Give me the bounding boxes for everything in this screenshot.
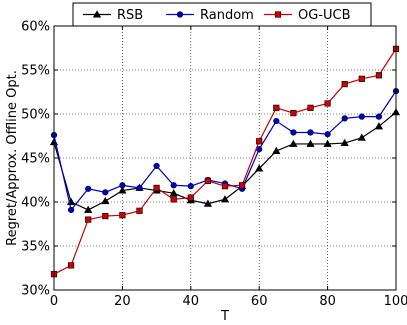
legend-marker-random	[176, 11, 184, 18]
data-point-rsb	[340, 138, 349, 147]
data-point-og-ucb	[256, 138, 263, 145]
x-tick-label: 40	[183, 294, 200, 309]
legend-label-og-ucb: OG-UCB	[298, 8, 351, 23]
data-point-og-ucb	[187, 194, 194, 201]
data-point-rsb	[374, 122, 384, 130]
data-point-og-ucb	[324, 100, 331, 107]
data-point-og-ucb	[239, 182, 246, 189]
data-point-rsb	[289, 139, 298, 147]
data-point-og-ucb	[170, 196, 177, 203]
legend-entry-rsb: RSB	[83, 8, 143, 23]
data-point-rsb	[306, 139, 315, 147]
x-tick-label: 100	[384, 294, 407, 309]
y-tick-label: 40%	[21, 196, 50, 211]
x-tick-label: 60	[251, 294, 268, 309]
data-point-rsb	[84, 205, 93, 213]
y-tick-label: 30%	[21, 284, 50, 299]
y-tick-label: 60%	[21, 20, 50, 35]
data-point-rsb	[169, 188, 178, 197]
data-point-random	[187, 183, 194, 190]
y-axis-label: Regret/Approx. Offline Opt.	[5, 70, 20, 246]
data-point-random	[136, 184, 143, 192]
legend-box	[72, 2, 372, 27]
x-tick-label: 20	[114, 294, 131, 309]
data-point-rsb	[101, 196, 110, 205]
data-point-rsb	[255, 164, 264, 172]
data-point-og-ucb	[204, 177, 212, 184]
data-point-random	[290, 129, 297, 136]
data-point-og-ucb	[290, 110, 297, 117]
x-axis-label: T	[220, 309, 229, 324]
data-point-random	[324, 131, 331, 138]
data-point-og-ucb	[273, 104, 280, 111]
legend-marker-rsb	[92, 10, 102, 18]
legend-entry-random: Random	[166, 8, 254, 23]
x-tick-label: 80	[319, 294, 336, 309]
legend-label-rsb: RSB	[117, 8, 143, 23]
legend: RSB Random OG-UCB	[72, 2, 372, 27]
data-point-og-ucb	[375, 72, 383, 79]
data-point-random	[119, 182, 126, 189]
legend-label-random: Random	[200, 8, 254, 23]
data-point-random	[358, 113, 365, 120]
data-point-rsb	[323, 139, 332, 147]
axis-ticks: 0 20 40 60 80 100 30% 35% 40% 45% 50% 55% 60%	[21, 20, 407, 310]
data-point-random	[273, 117, 280, 125]
x-tick-label: 0	[50, 294, 58, 309]
data-point-og-ucb	[221, 183, 229, 190]
data-point-random	[170, 182, 177, 189]
data-point-og-ucb	[307, 104, 314, 111]
y-tick-label: 50%	[21, 108, 50, 123]
series-group	[49, 45, 401, 278]
y-tick-label: 55%	[21, 64, 50, 79]
data-point-random	[375, 113, 383, 120]
data-point-random	[102, 189, 109, 196]
data-point-rsb	[272, 146, 281, 154]
data-point-og-ucb	[119, 212, 126, 219]
data-point-random	[307, 129, 314, 136]
data-point-rsb	[220, 195, 230, 203]
data-point-og-ucb	[341, 80, 348, 88]
data-point-random	[341, 115, 348, 122]
data-point-og-ucb	[153, 184, 160, 192]
data-point-og-ucb	[102, 212, 109, 220]
data-point-rsb	[118, 186, 127, 194]
data-point-rsb	[357, 133, 366, 141]
data-point-og-ucb	[358, 75, 365, 82]
data-point-og-ucb	[68, 262, 75, 269]
data-point-random	[153, 162, 160, 170]
data-point-random	[85, 185, 92, 192]
data-point-random	[67, 206, 75, 214]
legend-entry-og-ucb: OG-UCB	[264, 8, 351, 23]
y-tick-label: 45%	[21, 152, 50, 167]
data-point-rsb	[203, 199, 213, 207]
legend-marker-og-ucb	[274, 11, 282, 18]
data-point-og-ucb	[85, 216, 92, 223]
data-point-og-ucb	[136, 207, 143, 214]
y-tick-label: 35%	[21, 240, 50, 255]
